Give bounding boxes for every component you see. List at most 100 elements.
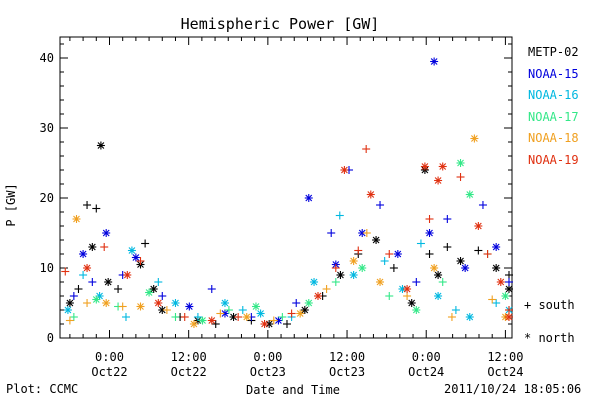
data-point (456, 173, 465, 181)
data-point (292, 299, 301, 307)
legend-entry-metp-02: METP-02 (528, 45, 579, 59)
data-point (416, 239, 425, 248)
data-point (121, 313, 130, 321)
x-tick-date-label: Oct23 (250, 365, 286, 379)
data-point (358, 264, 367, 272)
data-point (465, 313, 474, 321)
data-point (322, 285, 331, 293)
data-point (393, 250, 402, 258)
data-point (403, 292, 412, 300)
data-point (470, 134, 479, 143)
y-axis: 0 10 20 30 40 (40, 43, 512, 345)
data-point (488, 295, 497, 304)
x-tick-date-label: Oct22 (91, 365, 127, 379)
data-point (385, 292, 394, 300)
plot-credit: Plot: CCMC (6, 382, 79, 396)
data-point (220, 299, 229, 307)
data-point (145, 288, 154, 297)
data-point (314, 292, 323, 300)
data-point (251, 302, 260, 311)
data-point (304, 299, 313, 307)
data-point (447, 313, 456, 321)
legend-north-marker: * north (524, 331, 575, 345)
data-point (310, 278, 319, 286)
data-point (154, 299, 163, 307)
data-point (88, 243, 97, 251)
data-point (483, 250, 492, 258)
data-point (434, 271, 443, 279)
data-point (72, 215, 81, 223)
data-point (434, 176, 443, 185)
data-point (63, 306, 72, 314)
data-point (425, 250, 434, 258)
data-point (385, 250, 394, 258)
data-point (335, 211, 344, 220)
data-point (104, 278, 113, 286)
data-point (456, 257, 465, 265)
data-point (92, 295, 101, 304)
data-point (102, 299, 111, 307)
data-point (425, 229, 434, 237)
data-point (207, 316, 216, 325)
data-point (505, 285, 513, 293)
data-point (461, 264, 470, 272)
data-point (430, 264, 439, 272)
data-point (207, 285, 216, 293)
data-point (327, 229, 336, 237)
data-point (242, 313, 251, 321)
data-point (193, 313, 202, 321)
data-point (300, 306, 309, 314)
data-point (260, 320, 269, 328)
data-point (376, 278, 385, 286)
data-point (438, 278, 447, 286)
x-tick-date-label: Oct24 (487, 365, 523, 379)
data-point (211, 320, 220, 328)
data-point (65, 316, 74, 325)
data-point (478, 201, 487, 209)
x-tick-time-label: 12:00 (487, 350, 523, 364)
plot-frame (59, 36, 513, 339)
data-point (123, 271, 132, 279)
data-point (412, 278, 421, 286)
x-tick-time-label: 0:00 (253, 350, 282, 364)
data-point (61, 267, 70, 276)
y-tick-label: 30 (40, 121, 54, 135)
data-point (198, 316, 207, 325)
plot-timestamp: 2011/10/24 18:05:06 (444, 382, 582, 396)
data-point (354, 246, 363, 255)
data-point (304, 194, 313, 202)
data-point (389, 264, 398, 272)
data-point (234, 313, 243, 321)
data-point (83, 299, 92, 307)
data-point (331, 264, 340, 272)
data-point (185, 302, 194, 311)
data-point (474, 246, 483, 255)
legend-entry-noaa-17: NOAA-17 (528, 109, 579, 124)
data-point (366, 190, 375, 199)
data-point (74, 285, 83, 293)
data-point (238, 306, 247, 314)
legend-entry-noaa-19: NOAA-19 (528, 152, 579, 167)
data-point (349, 257, 358, 265)
data-point (505, 271, 513, 279)
legend-south-marker: + south (524, 298, 575, 312)
data-point (269, 316, 278, 325)
data-point (438, 162, 447, 171)
x-tick-time-label: 12:00 (329, 350, 365, 364)
chart-title: Hemispheric Power [GW] (181, 15, 380, 33)
data-point (456, 159, 465, 167)
data-point (492, 243, 501, 251)
data-point (136, 257, 145, 265)
y-axis-label: P [GW] (4, 183, 18, 226)
data-point (162, 306, 171, 314)
data-point (420, 162, 429, 171)
y-tick-label: 20 (40, 191, 54, 205)
data-point (114, 285, 123, 293)
data-point (296, 309, 305, 318)
data-point (443, 243, 452, 251)
data-point (216, 309, 225, 318)
data-point (102, 229, 111, 237)
data-point (141, 239, 150, 248)
x-tick-time-label: 0:00 (412, 350, 441, 364)
